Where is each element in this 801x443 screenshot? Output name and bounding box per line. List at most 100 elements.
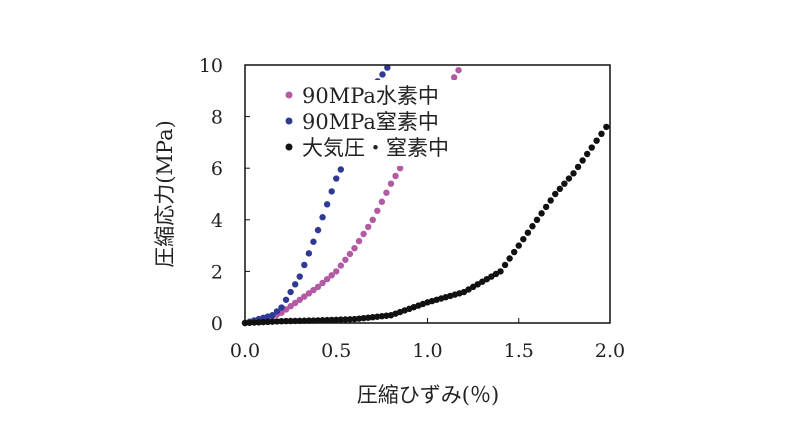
data-point [455,66,462,74]
x-tick-label: 1.5 [504,340,534,362]
data-point [497,268,504,275]
data-point [351,244,358,252]
data-point [337,166,345,173]
x-axis-title: 圧縮ひずみ(％) [357,383,499,407]
data-point [510,248,518,256]
data-point [598,130,605,137]
data-point [387,180,395,187]
y-tick-label: 8 [211,107,223,129]
data-point [374,207,381,214]
data-point [323,316,331,324]
x-tick-label: 1.0 [412,340,442,362]
data-point [561,180,568,187]
x-tick-label: 2.0 [595,340,625,362]
data-point [383,189,390,196]
data-point [378,198,386,205]
data-point [355,237,363,245]
data-point [529,223,536,230]
data-point [570,170,577,177]
data-point [305,250,313,257]
data-point [314,317,322,324]
axis-ticks: 0.0 0.5 1.0 1.5 2.0 0 2 4 6 8 10 [199,55,625,362]
data-point [542,203,550,211]
data-point [278,304,285,311]
data-point [328,316,335,324]
data-point [364,223,372,231]
data-point [296,296,303,303]
data-point [328,188,335,195]
data-point [552,190,559,198]
data-point [269,312,276,319]
data-point [342,316,349,323]
legend-marker [285,117,293,125]
data-point [538,210,545,217]
data-point [574,163,582,171]
legend-label: 90MPa窒素中 [302,110,439,134]
x-tick-label: 0.0 [230,340,260,362]
data-point [287,288,294,296]
data-point [547,197,554,204]
legend-marker [285,143,293,151]
data-point [314,283,322,291]
data-point [515,242,522,249]
data-point [392,172,399,180]
data-point [384,64,391,71]
data-point [333,175,340,182]
data-point [333,268,340,275]
y-tick-label: 6 [211,158,223,180]
data-point [337,262,345,269]
data-point [301,261,308,269]
data-point [593,137,600,144]
data-point [346,316,354,323]
legend-background [280,80,502,166]
data-point [396,165,404,172]
data-point [379,71,386,78]
data-point [291,281,299,288]
data-point [588,144,595,151]
data-point [583,150,591,158]
data-point [603,123,610,131]
data-point [369,216,376,223]
y-tick-label: 4 [211,210,223,232]
x-tick-label: 0.5 [321,340,351,362]
data-point [305,290,313,297]
data-point [301,293,308,300]
data-point [319,214,326,221]
legend-label: 90MPa水素中 [302,84,439,108]
data-point [305,317,313,324]
data-point [291,299,299,307]
data-point [450,74,458,81]
data-point [310,238,317,245]
data-point [556,185,564,193]
data-point [501,261,509,269]
data-point [323,275,331,283]
data-point [296,273,303,280]
data-point [524,229,532,236]
data-point [287,303,294,310]
data-point [310,286,317,294]
data-point [533,216,541,223]
data-point [360,230,367,238]
data-point [323,201,331,208]
data-point [342,256,349,263]
data-point [310,317,317,324]
y-axis-title: 圧縮応力(MPa) [153,120,177,268]
data-point [319,279,326,287]
data-point [273,308,281,315]
data-point [506,255,513,262]
legend-marker [285,91,293,99]
data-point [565,175,573,182]
legend-label: 大気圧・窒素中 [302,136,449,160]
data-point [314,226,322,234]
y-tick-label: 2 [211,261,223,283]
data-point [337,316,345,323]
data-point [319,317,326,324]
y-tick-label: 0 [211,313,223,335]
data-point [282,296,290,303]
data-point [520,235,527,243]
y-tick-label: 10 [199,55,223,77]
data-point [328,272,335,279]
data-point [346,250,354,258]
